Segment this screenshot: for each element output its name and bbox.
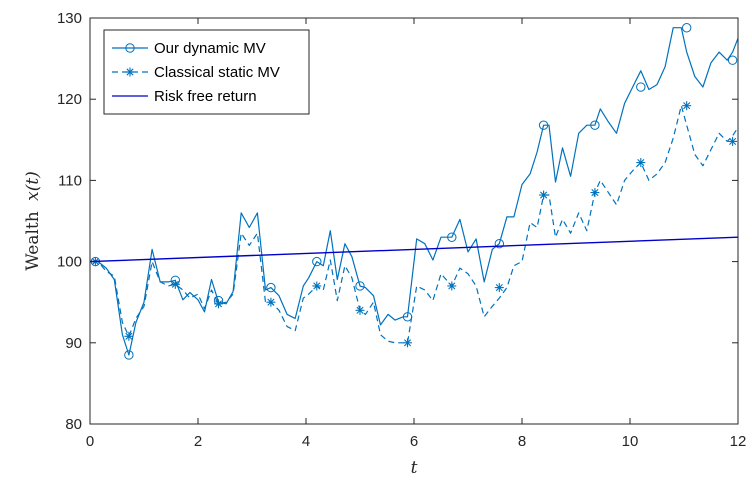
- series-1-marker: [728, 136, 738, 146]
- series-0-marker: [727, 55, 738, 65]
- series-0-marker: [124, 350, 134, 360]
- series-1-marker: [266, 297, 276, 307]
- legend-label-2: Risk free return: [154, 88, 257, 105]
- series-1-marker: [494, 283, 504, 293]
- x-tick-label: 0: [86, 433, 94, 450]
- legend-marker-0: [125, 43, 135, 53]
- series-1-marker: [539, 190, 549, 200]
- series-0-marker: [355, 281, 365, 291]
- x-tick-label: 4: [302, 433, 310, 450]
- y-tick-label: 90: [65, 335, 82, 352]
- series-1-marker: [636, 158, 646, 168]
- series-1-marker: [170, 279, 180, 289]
- series-0-marker: [312, 256, 322, 267]
- x-tick-label: 10: [622, 433, 639, 450]
- y-axis-label-math: x(t): [23, 171, 43, 201]
- x-tick-label: 6: [410, 433, 418, 450]
- legend-label-0: Our dynamic MV: [154, 40, 266, 57]
- series-1-marker: [447, 281, 457, 291]
- series-0-marker: [494, 239, 505, 249]
- series-1-marker: [682, 101, 692, 111]
- x-tick-label: 8: [518, 433, 526, 450]
- series-1-marker: [590, 188, 600, 198]
- series-0-marker: [590, 120, 600, 130]
- series-0-marker: [266, 282, 276, 293]
- series-line-1: [92, 105, 739, 344]
- series-1-marker: [214, 299, 224, 309]
- series-1-marker: [124, 331, 134, 341]
- series-0-marker: [636, 82, 646, 92]
- legend-marker-1: [125, 67, 135, 77]
- x-tick-label: 2: [194, 433, 202, 450]
- y-tick-label: 110: [58, 172, 82, 189]
- legend-box: [103, 29, 310, 115]
- y-axis-label: Wealth x(t): [23, 171, 43, 271]
- legend-label-1: Classical static MV: [154, 64, 280, 81]
- series-1-marker: [403, 338, 413, 348]
- y-axis-label-text: Wealth: [23, 211, 43, 271]
- y-tick-label: 130: [57, 10, 82, 27]
- series-0-marker: [682, 23, 692, 33]
- y-tick-label: 80: [65, 416, 82, 433]
- axes: 0 2 4 6 8 10 12 80 90 100 110 120 130: [57, 10, 746, 450]
- series-layer: [89, 23, 739, 360]
- series-0-marker: [538, 120, 549, 130]
- legend: Our dynamic MV Classical static MV Risk fr…: [103, 29, 310, 115]
- series-line-0: [92, 27, 739, 356]
- x-axis-label: t: [411, 458, 418, 478]
- series-line-2: [89, 236, 739, 263]
- series-1-marker: [355, 305, 365, 315]
- x-tick-label: 12: [730, 433, 747, 450]
- y-tick-label: 120: [57, 91, 82, 108]
- y-tick-label: 100: [57, 254, 82, 271]
- series-1-marker: [312, 281, 322, 291]
- series-0-marker: [447, 232, 457, 242]
